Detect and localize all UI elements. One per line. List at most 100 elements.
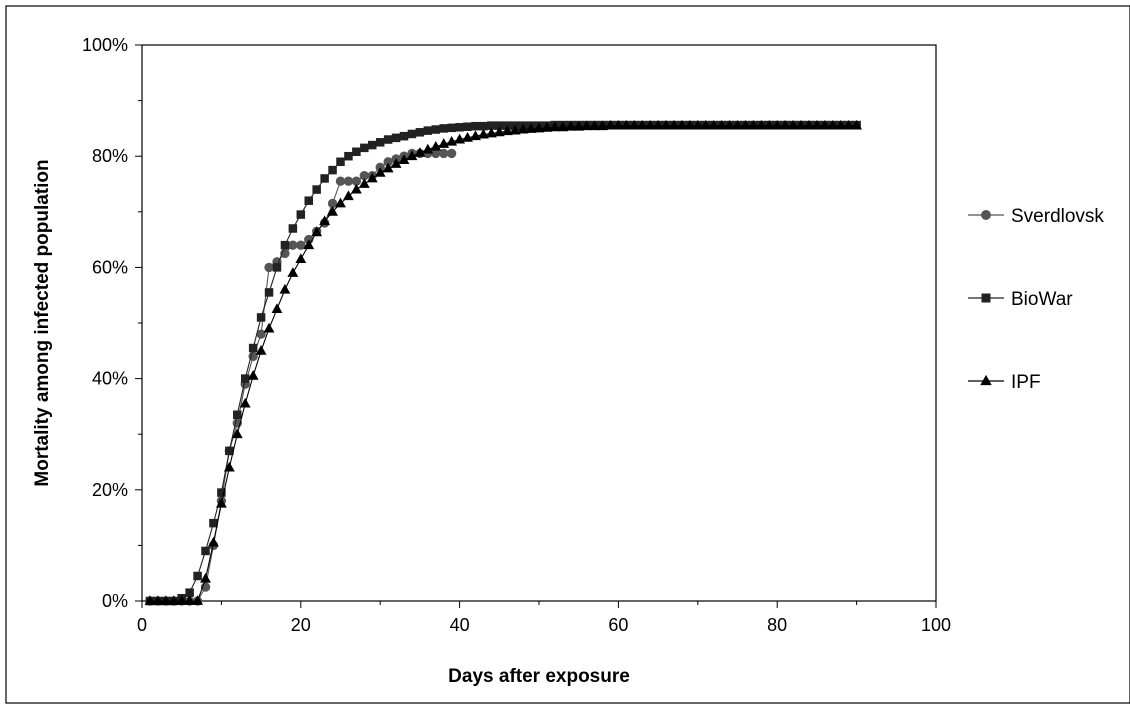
data-point-ipf bbox=[406, 150, 418, 161]
y-tick-label: 0% bbox=[102, 591, 128, 611]
data-point-ipf bbox=[239, 397, 251, 408]
data-point-biowar bbox=[360, 143, 369, 153]
data-point-ipf bbox=[287, 267, 299, 277]
x-tick-label: 80 bbox=[767, 615, 787, 635]
data-point-ipf bbox=[612, 119, 624, 130]
data-point-biowar bbox=[352, 147, 361, 157]
data-point-biowar bbox=[201, 546, 210, 556]
data-point-biowar bbox=[439, 124, 448, 133]
data-point-ipf bbox=[644, 119, 656, 130]
data-point-ipf bbox=[771, 119, 783, 130]
data-point-ipf bbox=[398, 154, 410, 165]
x-tick-label: 0 bbox=[137, 615, 147, 635]
data-point-ipf bbox=[835, 119, 847, 130]
data-point-biowar bbox=[233, 410, 242, 419]
data-point-ipf bbox=[493, 126, 505, 137]
data-point-biowar bbox=[344, 151, 353, 161]
data-point-ipf bbox=[470, 130, 481, 141]
data-point-ipf bbox=[684, 119, 696, 130]
legend-marker-biowar bbox=[981, 293, 991, 303]
data-point-biowar bbox=[225, 446, 234, 456]
data-point-biowar bbox=[280, 240, 290, 250]
data-point-sverdlovsk bbox=[264, 262, 274, 273]
data-point-ipf bbox=[327, 206, 338, 216]
data-point-ipf bbox=[176, 595, 188, 605]
data-point-ipf bbox=[724, 119, 735, 130]
data-point-ipf bbox=[223, 461, 235, 472]
data-point-biowar bbox=[320, 174, 329, 183]
data-point-ipf bbox=[597, 120, 608, 131]
data-point-biowar bbox=[463, 122, 472, 131]
data-point-ipf bbox=[819, 119, 831, 130]
data-point-ipf bbox=[573, 120, 585, 131]
data-point-ipf bbox=[795, 119, 807, 130]
data-point-ipf bbox=[271, 303, 283, 314]
data-point-ipf bbox=[350, 183, 362, 194]
data-point-ipf bbox=[708, 119, 720, 130]
data-point-sverdlovsk bbox=[256, 329, 266, 339]
data-point-ipf bbox=[763, 119, 775, 130]
y-tick-label: 60% bbox=[92, 257, 128, 277]
data-point-biowar bbox=[487, 121, 496, 130]
data-point-ipf bbox=[732, 119, 743, 130]
data-point-ipf bbox=[565, 120, 577, 131]
data-point-biowar bbox=[471, 121, 480, 131]
data-point-ipf bbox=[525, 123, 537, 133]
data-point-ipf bbox=[620, 119, 632, 130]
data-point-ipf bbox=[668, 119, 680, 130]
data-point-ipf bbox=[247, 370, 259, 380]
legend-label-sverdlovsk: Sverdlovsk bbox=[1011, 206, 1104, 227]
data-point-sverdlovsk bbox=[431, 148, 441, 159]
data-point-ipf bbox=[716, 119, 728, 130]
data-point-biowar bbox=[264, 288, 274, 297]
data-point-ipf bbox=[462, 132, 473, 142]
data-point-sverdlovsk bbox=[335, 176, 346, 186]
data-point-ipf bbox=[255, 345, 267, 355]
data-point-ipf bbox=[676, 119, 688, 130]
x-tick-label: 20 bbox=[291, 615, 311, 635]
data-point-ipf bbox=[477, 128, 489, 139]
data-point-ipf bbox=[263, 322, 275, 333]
data-point-ipf bbox=[851, 119, 863, 130]
data-point-ipf bbox=[382, 162, 394, 173]
data-point-ipf bbox=[501, 125, 513, 136]
data-point-biowar bbox=[391, 133, 401, 143]
data-point-ipf bbox=[843, 119, 855, 130]
data-point-biowar bbox=[272, 263, 282, 272]
data-point-ipf bbox=[279, 283, 291, 294]
data-point-ipf bbox=[208, 536, 219, 547]
x-tick-label: 60 bbox=[608, 615, 628, 635]
data-point-biowar bbox=[193, 571, 202, 581]
data-point-ipf bbox=[811, 119, 823, 130]
data-point-ipf bbox=[215, 497, 227, 508]
data-point-ipf bbox=[660, 119, 672, 130]
legend-label-biowar: BioWar bbox=[1011, 289, 1073, 310]
data-point-biowar bbox=[288, 224, 298, 233]
data-point-biowar bbox=[217, 488, 226, 497]
data-point-biowar bbox=[383, 135, 393, 144]
x-tick-label: 100 bbox=[921, 615, 951, 635]
data-point-ipf bbox=[335, 197, 346, 208]
data-point-biowar bbox=[209, 518, 218, 528]
data-point-sverdlovsk bbox=[359, 170, 369, 181]
data-point-biowar bbox=[407, 129, 417, 139]
data-point-ipf bbox=[692, 119, 704, 130]
data-point-sverdlovsk bbox=[383, 157, 393, 167]
data-point-ipf bbox=[358, 178, 370, 188]
data-point-ipf bbox=[549, 121, 561, 132]
data-point-ipf bbox=[160, 595, 172, 605]
data-point-ipf bbox=[589, 120, 601, 131]
data-point-ipf bbox=[303, 239, 315, 250]
data-point-ipf bbox=[747, 119, 759, 130]
data-point-biowar bbox=[328, 165, 337, 175]
data-point-ipf bbox=[374, 167, 386, 177]
series-ipf bbox=[144, 119, 863, 605]
data-point-ipf bbox=[541, 122, 553, 132]
data-point-ipf bbox=[231, 428, 243, 439]
data-point-biowar bbox=[399, 131, 409, 141]
data-point-ipf bbox=[517, 123, 529, 134]
data-point-biowar bbox=[185, 588, 194, 597]
data-point-sverdlovsk bbox=[439, 148, 449, 159]
legend: Sverdlovsk BioWar IPF bbox=[968, 206, 1104, 393]
